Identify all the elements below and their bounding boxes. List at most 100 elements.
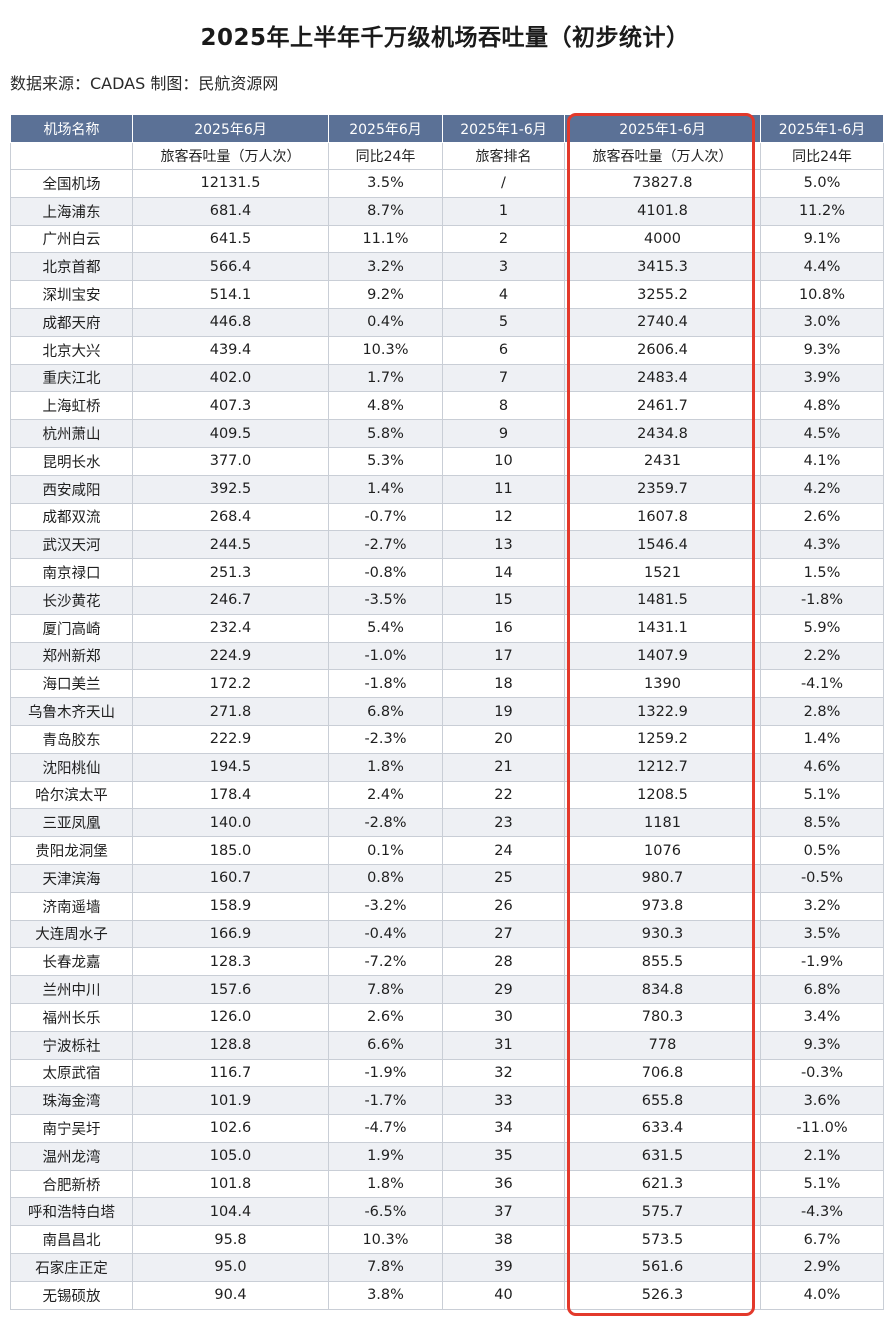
june-passengers-cell: 377.0 [132,446,329,476]
h1-rank-cell: 32 [442,1058,565,1088]
h1-rank-cell: 9 [442,419,565,448]
h1-rank-cell: 27 [442,919,565,949]
h1-passengers-cell: 575.7 [564,1197,761,1227]
june-yoy-cell: -6.5% [328,1197,443,1227]
june-passengers-cell: 128.8 [132,1030,329,1060]
h1-yoy-cell: -4.3% [760,1197,884,1227]
h1-rank-cell: 34 [442,1114,565,1143]
airport-name-cell: 武汉天河 [10,530,133,560]
table-row: 北京大兴 439.4 10.3% 6 2606.4 9.3% [10,335,884,365]
june-yoy-cell: -2.8% [328,808,443,838]
h1-rank-cell: 38 [442,1225,565,1255]
june-yoy-cell: 0.4% [328,307,443,337]
airport-name-cell: 济南遥墙 [10,891,133,921]
h1-yoy-cell: 6.7% [760,1225,884,1255]
june-yoy-cell: 0.1% [328,836,443,865]
h1-passengers-cell: 2434.8 [564,419,761,448]
airport-name-cell: 昆明长水 [10,446,133,476]
h1-yoy-cell: 2.2% [760,641,884,671]
h1-passengers-cell: 655.8 [564,1086,761,1116]
airport-name-cell: 北京首都 [10,252,133,282]
june-yoy-cell: 4.8% [328,391,443,421]
subheader-h1-rank: 旅客排名 [442,142,565,170]
h1-yoy-cell: 1.4% [760,724,884,754]
airport-name-cell: 上海虹桥 [10,391,133,421]
h1-yoy-cell: 3.2% [760,891,884,921]
h1-rank-cell: 23 [442,808,565,838]
h1-yoy-cell: 4.3% [760,530,884,560]
table-row: 兰州中川 157.6 7.8% 29 834.8 6.8% [10,975,884,1004]
h1-yoy-cell: 3.6% [760,1086,884,1116]
june-yoy-cell: 3.5% [328,169,443,198]
june-passengers-cell: 439.4 [132,335,329,365]
june-yoy-cell: -0.7% [328,502,443,532]
h1-rank-cell: 30 [442,1002,565,1032]
h1-passengers-cell: 3255.2 [564,280,761,309]
h1-yoy-cell: -11.0% [760,1114,884,1143]
june-yoy-cell: 0.8% [328,863,443,893]
table-row: 乌鲁木齐天山 271.8 6.8% 19 1322.9 2.8% [10,697,884,726]
airport-name-cell: 珠海金湾 [10,1086,133,1116]
airport-name-cell: 无锡硕放 [10,1280,133,1310]
june-yoy-cell: 1.8% [328,1169,443,1199]
june-passengers-cell: 101.9 [132,1086,329,1116]
june-yoy-cell: 7.8% [328,1253,443,1282]
subheader-airport-name [10,142,133,170]
h1-yoy-cell: 8.5% [760,808,884,838]
h1-yoy-cell: 4.0% [760,1280,884,1310]
june-yoy-cell: -2.3% [328,724,443,754]
h1-passengers-cell: 834.8 [564,975,761,1004]
june-passengers-cell: 224.9 [132,641,329,671]
table-row: 上海虹桥 407.3 4.8% 8 2461.7 4.8% [10,391,884,421]
h1-passengers-cell: 2461.7 [564,391,761,421]
h1-yoy-cell: 4.8% [760,391,884,421]
june-passengers-cell: 185.0 [132,836,329,865]
h1-yoy-cell: -1.9% [760,947,884,977]
h1-yoy-cell: 3.9% [760,363,884,393]
h1-passengers-cell: 1322.9 [564,697,761,726]
h1-rank-cell: 19 [442,697,565,726]
header-h1-rank: 2025年1-6月 [442,114,565,143]
table-row: 南宁吴圩 102.6 -4.7% 34 633.4 -11.0% [10,1114,884,1143]
table-row: 无锡硕放 90.4 3.8% 40 526.3 4.0% [10,1280,884,1310]
june-yoy-cell: -7.2% [328,947,443,977]
subheader-h1-passengers: 旅客吞吐量（万人次） [564,142,761,170]
h1-passengers-cell: 4000 [564,224,761,254]
header-row-2: 旅客吞吐量（万人次） 同比24年 旅客排名 旅客吞吐量（万人次） 同比24年 [10,142,884,170]
h1-yoy-cell: 3.5% [760,919,884,949]
h1-passengers-cell: 930.3 [564,919,761,949]
h1-passengers-cell: 1431.1 [564,613,761,643]
h1-rank-cell: / [442,169,565,198]
h1-passengers-cell: 1607.8 [564,502,761,532]
table-row: 杭州萧山 409.5 5.8% 9 2434.8 4.5% [10,419,884,448]
header-airport-name: 机场名称 [10,114,133,143]
table-row: 南昌昌北 95.8 10.3% 38 573.5 6.7% [10,1225,884,1255]
h1-yoy-cell: 3.0% [760,307,884,337]
h1-yoy-cell: 9.3% [760,335,884,365]
data-source: 数据来源：CADAS 制图：民航资源网 [10,74,279,93]
subheader-h1-yoy: 同比24年 [760,142,884,170]
h1-passengers-cell: 2606.4 [564,335,761,365]
h1-rank-cell: 36 [442,1169,565,1199]
june-yoy-cell: 11.1% [328,224,443,254]
june-yoy-cell: 5.4% [328,613,443,643]
june-passengers-cell: 90.4 [132,1280,329,1310]
h1-passengers-cell: 778 [564,1030,761,1060]
h1-yoy-cell: -1.8% [760,585,884,615]
june-passengers-cell: 12131.5 [132,169,329,198]
table-row: 成都天府 446.8 0.4% 5 2740.4 3.0% [10,307,884,337]
airport-name-cell: 南宁吴圩 [10,1114,133,1143]
june-yoy-cell: -3.5% [328,585,443,615]
june-yoy-cell: 2.4% [328,780,443,810]
header-row-1: 机场名称 2025年6月 2025年6月 2025年1-6月 2025年1-6月… [10,114,884,143]
h1-passengers-cell: 633.4 [564,1114,761,1143]
airport-name-cell: 南昌昌北 [10,1225,133,1255]
airport-name-cell: 上海浦东 [10,196,133,226]
june-yoy-cell: 5.8% [328,419,443,448]
june-yoy-cell: 9.2% [328,280,443,309]
table-row: 呼和浩特白塔 104.4 -6.5% 37 575.7 -4.3% [10,1197,884,1227]
h1-yoy-cell: 2.8% [760,697,884,726]
h1-rank-cell: 5 [442,307,565,337]
june-passengers-cell: 172.2 [132,669,329,699]
table-row: 三亚凤凰 140.0 -2.8% 23 1181 8.5% [10,808,884,838]
